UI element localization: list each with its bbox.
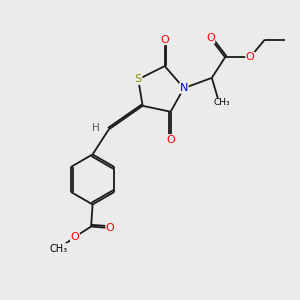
Text: CH₃: CH₃ — [214, 98, 230, 107]
Text: O: O — [206, 33, 215, 43]
Text: H: H — [92, 123, 99, 133]
Text: O: O — [166, 135, 175, 145]
Text: O: O — [106, 223, 115, 233]
Text: O: O — [160, 34, 169, 45]
Text: S: S — [135, 74, 142, 84]
Text: O: O — [70, 232, 79, 242]
Text: O: O — [246, 52, 254, 62]
Text: CH₃: CH₃ — [50, 244, 68, 254]
Text: N: N — [180, 83, 188, 93]
